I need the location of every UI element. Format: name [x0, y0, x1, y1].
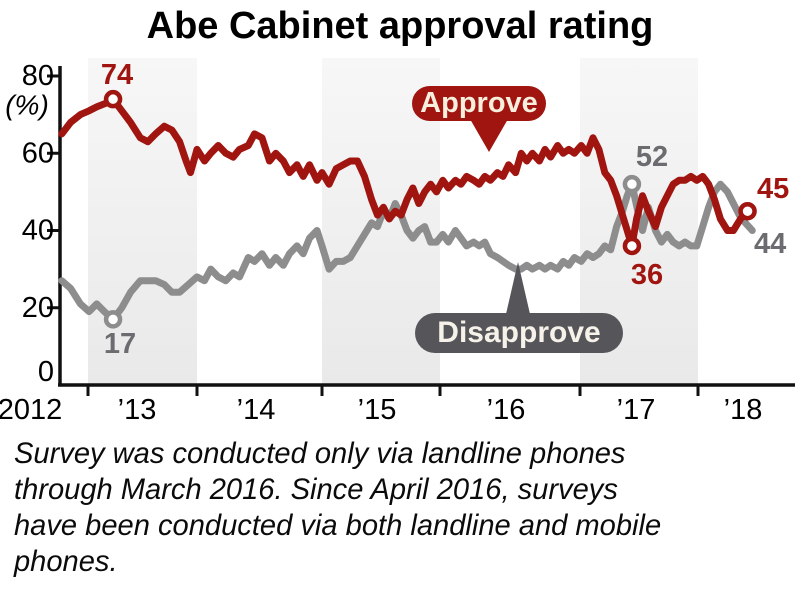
y-axis-tick-label: 20 [22, 292, 54, 324]
footnote: Survey was conducted only via landline p… [14, 436, 771, 580]
x-axis-year-label: ’18 [724, 394, 763, 426]
approve-marker [622, 236, 642, 256]
annotation-value: 45 [757, 173, 789, 205]
annotation-value: 36 [631, 259, 663, 291]
disapprove-series-label-text: Disapprove [437, 316, 601, 349]
disapprove-line [58, 180, 756, 323]
y-axis-tick-label: 60 [22, 137, 54, 169]
disapprove-label-pointer-icon [506, 262, 530, 314]
x-axis-year-label: ’13 [118, 394, 157, 426]
approve-marker [103, 89, 123, 109]
footnote-line: phones. [14, 545, 118, 578]
disapprove-series-label: Disapprove [415, 262, 623, 353]
approve-series-label: Approve [412, 86, 546, 152]
x-axis-year-label: ’17 [617, 394, 656, 426]
annotation-value: 52 [636, 141, 668, 173]
footnote-line: Survey was conducted only via landline p… [14, 437, 626, 470]
disapprove-marker [103, 310, 123, 329]
annotation-value: 17 [104, 328, 136, 360]
annotation-value: 44 [754, 228, 786, 260]
approve-line [58, 95, 752, 250]
approve-marker [738, 201, 757, 221]
x-axis-year-label: ’15 [358, 394, 397, 426]
shaded-year-band [88, 58, 197, 384]
x-axis-year-label: ’16 [487, 394, 526, 426]
approve-series-label-text: Approve [420, 87, 538, 119]
y-axis-tick-label: 0 [38, 356, 54, 388]
annotation-value: 74 [101, 59, 133, 91]
footnote-line: have been conducted via both landline an… [14, 509, 662, 542]
y-axis-tick-label: 80 [22, 60, 54, 92]
disapprove-marker [622, 174, 642, 194]
footnote-line: through March 2016. Since April 2016, su… [14, 473, 618, 506]
x-axis-year-label: 2012 [0, 394, 62, 426]
y-axis-tick-label: 40 [22, 215, 54, 247]
x-axis-year-label: ’14 [237, 394, 276, 426]
page-title: Abe Cabinet approval rating [146, 5, 654, 47]
y-axis-unit-label: (%) [5, 90, 49, 121]
approve-label-pointer-icon [470, 119, 508, 152]
